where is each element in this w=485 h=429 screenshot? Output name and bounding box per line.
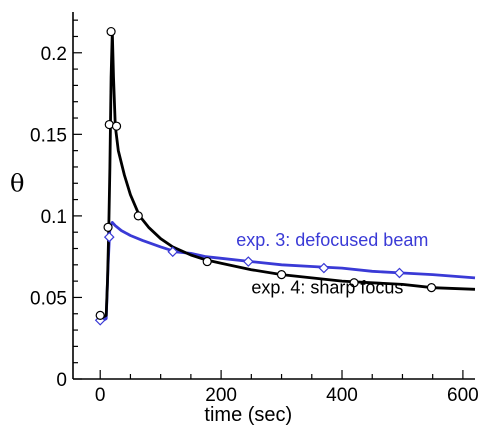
x-axis-label: time (sec) (204, 404, 292, 426)
y-tick-label: 0.2 (41, 44, 67, 65)
annotation-exp3: exp. 3: defocused beam (236, 230, 428, 250)
point-marker-exp4 (95, 310, 105, 320)
point-marker-exp4 (111, 121, 122, 131)
y-tick-label: 0 (56, 370, 67, 391)
point-marker-exp4 (103, 222, 113, 232)
point-marker-exp3 (318, 262, 330, 274)
y-axis-label: θ (10, 169, 24, 197)
y-tick-label: 0.15 (30, 125, 67, 146)
point-marker-exp4 (133, 211, 143, 221)
series-line-exp4 (100, 30, 476, 319)
point-marker-exp4 (349, 278, 359, 288)
y-tick-label: 0.1 (41, 207, 67, 228)
point-marker-exp4 (202, 256, 212, 267)
point-marker-exp4 (276, 270, 287, 280)
axis-ticks (73, 19, 464, 380)
y-tick-label: 0.05 (30, 288, 67, 309)
point-marker-exp3 (394, 267, 405, 279)
x-tick-label: 0 (95, 385, 106, 406)
annotation-exp4: exp. 4: sharp focus (251, 277, 403, 297)
point-marker-exp4 (426, 283, 437, 293)
point-marker-exp4 (104, 119, 114, 130)
x-tick-label: 600 (447, 385, 479, 406)
chart-axes (72, 12, 475, 380)
point-marker-exp3 (103, 231, 115, 243)
x-tick-label: 400 (326, 385, 358, 406)
point-marker-exp3 (167, 246, 179, 258)
marker-layer (94, 26, 437, 326)
x-tick-label: 200 (205, 385, 237, 406)
point-marker-exp4 (106, 26, 116, 37)
tick-labels: 0 200 400 600 0 0.05 0.1 0.15 0.2 (30, 44, 479, 406)
point-marker-exp3 (242, 256, 254, 267)
